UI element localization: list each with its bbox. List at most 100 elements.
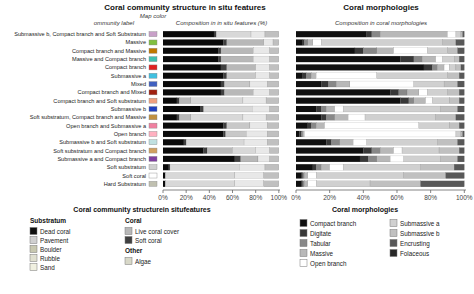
bar-segment: [380, 148, 393, 154]
bar-segment: [267, 81, 279, 87]
bar-segment: [461, 131, 463, 137]
bar-segment: [253, 56, 269, 62]
bar-segment: [296, 81, 321, 87]
bar-segment: [221, 81, 224, 87]
chart: 0%20%40%60%80%100%Composition in in situ…: [0, 0, 474, 294]
x-tick: [363, 190, 364, 193]
legend-swatch: [125, 237, 132, 244]
bar-segment: [321, 81, 328, 87]
bar-segment: [321, 39, 442, 45]
legend-swatch: [300, 230, 307, 237]
bar-segment: [163, 56, 219, 62]
bar-segment: [169, 164, 170, 170]
bar-segment: [216, 31, 251, 37]
bar-segment: [456, 114, 464, 120]
legend-label: Boulder: [40, 246, 62, 253]
bar-segment: [355, 48, 363, 54]
bar-segment: [437, 139, 457, 145]
bar-segment: [436, 56, 443, 62]
category-label: Compact branch and Mixed: [78, 89, 146, 95]
bar-segment: [163, 106, 200, 112]
bar-segment: [163, 114, 177, 120]
x-tick-label: 40%: [357, 194, 370, 201]
x-tick: [329, 190, 330, 193]
bar-segment: [372, 148, 380, 154]
bar-segment: [296, 181, 301, 187]
bar-segment: [163, 148, 204, 154]
bar-segment: [313, 39, 321, 45]
bar-segment: [446, 173, 465, 179]
bars: [163, 31, 279, 187]
bar-segment: [316, 106, 321, 112]
bar-segment: [456, 39, 464, 45]
x-axis-line: [163, 190, 280, 191]
x-tick-label: 80%: [424, 194, 437, 201]
bar-segment: [343, 106, 441, 112]
map-color-swatch: [149, 165, 157, 170]
bar-segment: [336, 81, 349, 87]
subtitle: Composition in in situ features (%): [176, 20, 267, 26]
x-tick-label: 80%: [249, 194, 262, 201]
map-color-swatch: [149, 123, 157, 128]
bar-segment: [270, 148, 279, 154]
bar-segment: [250, 123, 267, 129]
bar-segment: [186, 139, 244, 145]
x-tick-label: 0%: [291, 194, 301, 201]
bar-segment: [267, 131, 279, 137]
bar-segment: [256, 64, 270, 70]
bar-segment: [256, 148, 270, 154]
bar-segment: [296, 156, 360, 162]
x-axis-line: [296, 190, 466, 191]
bar-segment: [214, 31, 216, 37]
bar-segment: [447, 89, 459, 95]
bar-segment: [306, 73, 311, 79]
x-tick-label: 40%: [203, 194, 216, 201]
map-color-swatch: [149, 73, 157, 78]
bar-segment: [296, 89, 390, 95]
bar-segment: [163, 139, 184, 145]
legend-right: Coral morphologiesCompact branchDigitate…: [300, 206, 440, 268]
bar-segment: [163, 39, 223, 45]
bar-segment: [442, 56, 454, 62]
bar-segment: [461, 31, 463, 37]
bar-segment: [227, 123, 250, 129]
bar-segment: [372, 31, 380, 37]
bar-segment: [353, 139, 366, 145]
map-color-swatch: [149, 131, 157, 136]
bar-segment: [316, 123, 324, 129]
x-tick-label: 0%: [158, 194, 168, 201]
legend-group-title: Other: [125, 247, 143, 254]
bar-segment: [409, 98, 414, 104]
bar-segment: [267, 139, 279, 145]
bar-segment: [400, 56, 413, 62]
category-label: Submassive b, Compact branch and Soft Su…: [14, 31, 146, 37]
bar-segment: [296, 114, 321, 120]
bar-segment: [459, 98, 464, 104]
bar-segment: [296, 131, 299, 137]
bar-segment: [432, 64, 437, 70]
bar-segment: [204, 106, 253, 112]
x-tick-label: 100%: [456, 194, 473, 201]
bar-segment: [241, 156, 258, 162]
legend-label: Tabular: [310, 240, 331, 247]
bar-segment: [348, 114, 365, 120]
bar-segment: [296, 31, 367, 37]
bar-segment: [235, 181, 264, 187]
map-color-swatch: [149, 65, 157, 70]
legend-swatch: [30, 264, 37, 271]
bar-segment: [219, 48, 221, 54]
bar-segment: [250, 81, 267, 87]
legend-label: Digitate: [310, 230, 332, 238]
bar-segment: [221, 89, 224, 95]
legend-label: Soft coral: [135, 237, 162, 244]
map-color-swatch: [149, 181, 157, 186]
legend-label: Compact branch: [310, 220, 357, 228]
x-tick: [232, 190, 233, 193]
bar-segment: [459, 56, 464, 62]
bar-segment: [449, 98, 459, 104]
bar-segment: [407, 89, 419, 95]
bar-segment: [456, 64, 461, 70]
legend-label: Algae: [135, 258, 152, 266]
bar-segment: [340, 139, 353, 145]
bar-segment: [163, 64, 221, 70]
